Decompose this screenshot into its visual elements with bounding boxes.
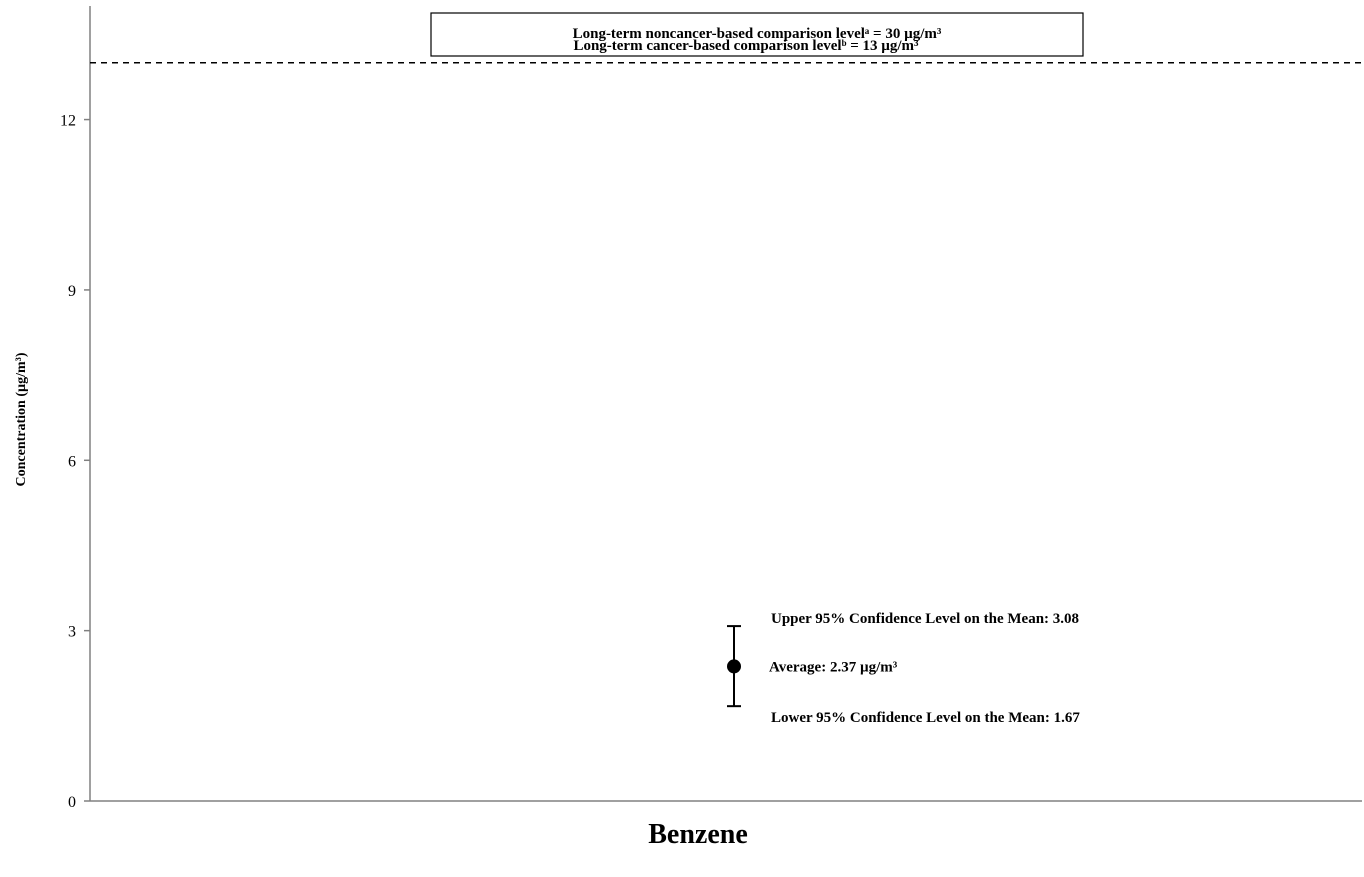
mean-marker [727, 659, 741, 674]
cancer-comparison-label: Long-term cancer-based comparison levelᵇ… [573, 38, 919, 54]
y-tick-label: 9 [68, 283, 76, 300]
y-ticks: 0 3 6 9 12 [60, 113, 90, 811]
x-axis-label: Benzene [648, 819, 748, 850]
noncancer-comparison-box [430, 12, 1084, 57]
lower-ci-annotation: Lower 95% Confidence Level on the Mean: … [771, 710, 1080, 726]
y-tick-label: 0 [68, 794, 76, 811]
upper-ci-annotation: Upper 95% Confidence Level on the Mean: … [771, 611, 1079, 627]
y-tick-label: 3 [68, 624, 76, 641]
noncancer-comparison-label: Long-term noncancer-based comparison lev… [573, 26, 942, 42]
average-annotation: Average: 2.37 µg/m³ [769, 659, 898, 675]
y-tick-label: 6 [68, 453, 76, 470]
y-axis-label: Concentration (µg/m³) [14, 352, 29, 486]
y-tick-label: 12 [60, 113, 76, 130]
